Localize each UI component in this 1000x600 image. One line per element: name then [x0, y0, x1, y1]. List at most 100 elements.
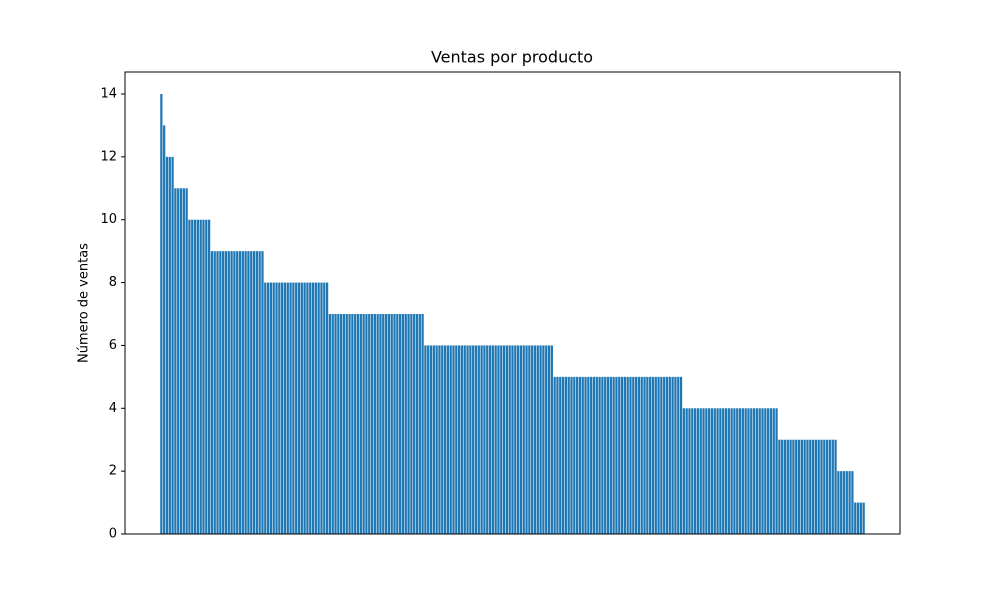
bar	[553, 376, 556, 534]
bar	[651, 376, 655, 534]
bar	[179, 188, 183, 535]
bar	[311, 282, 315, 534]
bar	[747, 408, 750, 534]
bar	[227, 251, 230, 534]
bar	[469, 345, 472, 534]
bar	[637, 376, 641, 534]
bar	[286, 282, 289, 534]
bar	[845, 471, 848, 534]
bar	[463, 345, 466, 534]
bar	[691, 408, 694, 534]
bar	[396, 314, 399, 534]
bar	[331, 314, 334, 534]
bar	[542, 345, 545, 534]
y-axis-label: Número de ventas	[77, 243, 92, 363]
bar	[300, 282, 303, 534]
bar	[618, 376, 621, 534]
bar	[337, 314, 340, 534]
bar	[609, 376, 612, 534]
bar	[477, 345, 480, 534]
bar	[191, 219, 194, 534]
bar	[446, 345, 450, 534]
bar	[514, 345, 517, 534]
bar	[365, 314, 368, 534]
bar	[531, 345, 534, 534]
bar	[632, 376, 635, 534]
bar	[536, 345, 539, 534]
bar	[174, 188, 177, 535]
bar	[207, 219, 211, 534]
bar	[584, 376, 587, 534]
bar	[679, 376, 683, 534]
bar	[752, 408, 756, 534]
bar	[761, 408, 764, 534]
y-tick-label: 8	[109, 275, 117, 290]
bar	[862, 502, 865, 534]
bar	[261, 251, 264, 534]
bar	[758, 408, 761, 534]
bar	[222, 251, 225, 534]
bar	[474, 345, 478, 534]
bar	[160, 94, 163, 534]
bar	[241, 251, 244, 534]
bar	[545, 345, 548, 534]
bar	[356, 314, 360, 534]
bar	[806, 439, 809, 534]
bar	[171, 156, 174, 534]
bar	[646, 376, 649, 534]
bar	[601, 376, 604, 534]
bar	[834, 439, 837, 534]
bar	[413, 314, 416, 534]
bar	[547, 345, 551, 534]
bar	[219, 251, 222, 534]
y-tick-label: 12	[100, 149, 117, 164]
bar	[421, 314, 424, 534]
bar	[424, 345, 427, 534]
bar	[258, 251, 261, 534]
bar	[693, 408, 697, 534]
bar	[744, 408, 747, 534]
bar	[297, 282, 301, 534]
bar	[289, 282, 292, 534]
bar	[699, 408, 702, 534]
bar	[786, 439, 789, 534]
bar	[497, 345, 500, 534]
y-tick-label: 10	[100, 212, 117, 227]
bar	[255, 251, 258, 534]
bar	[682, 408, 685, 534]
bar	[432, 345, 435, 534]
bar	[826, 439, 829, 534]
bar	[281, 282, 284, 534]
bar	[283, 282, 287, 534]
bar	[561, 376, 565, 534]
bar	[199, 219, 202, 534]
bar	[708, 408, 711, 534]
bar	[795, 439, 798, 534]
bar	[435, 345, 438, 534]
bar	[556, 376, 559, 534]
y-tick-label: 0	[109, 527, 117, 542]
bar	[328, 314, 332, 534]
bar	[393, 314, 396, 534]
bar	[685, 408, 688, 534]
bar	[455, 345, 458, 534]
bar	[604, 376, 607, 534]
bar	[778, 439, 781, 534]
y-tick-label: 2	[109, 464, 117, 479]
bar	[177, 188, 180, 535]
bar	[348, 314, 351, 534]
bar	[811, 439, 815, 534]
bar	[595, 376, 598, 534]
bar	[657, 376, 660, 534]
bar	[750, 408, 753, 534]
bar	[539, 345, 542, 534]
bar	[817, 439, 820, 534]
bar	[354, 314, 357, 534]
bar	[452, 345, 455, 534]
bar	[188, 219, 191, 534]
bar	[230, 251, 233, 534]
bar	[612, 376, 615, 534]
bar	[384, 314, 388, 534]
bar	[519, 345, 523, 534]
bar	[238, 251, 242, 534]
